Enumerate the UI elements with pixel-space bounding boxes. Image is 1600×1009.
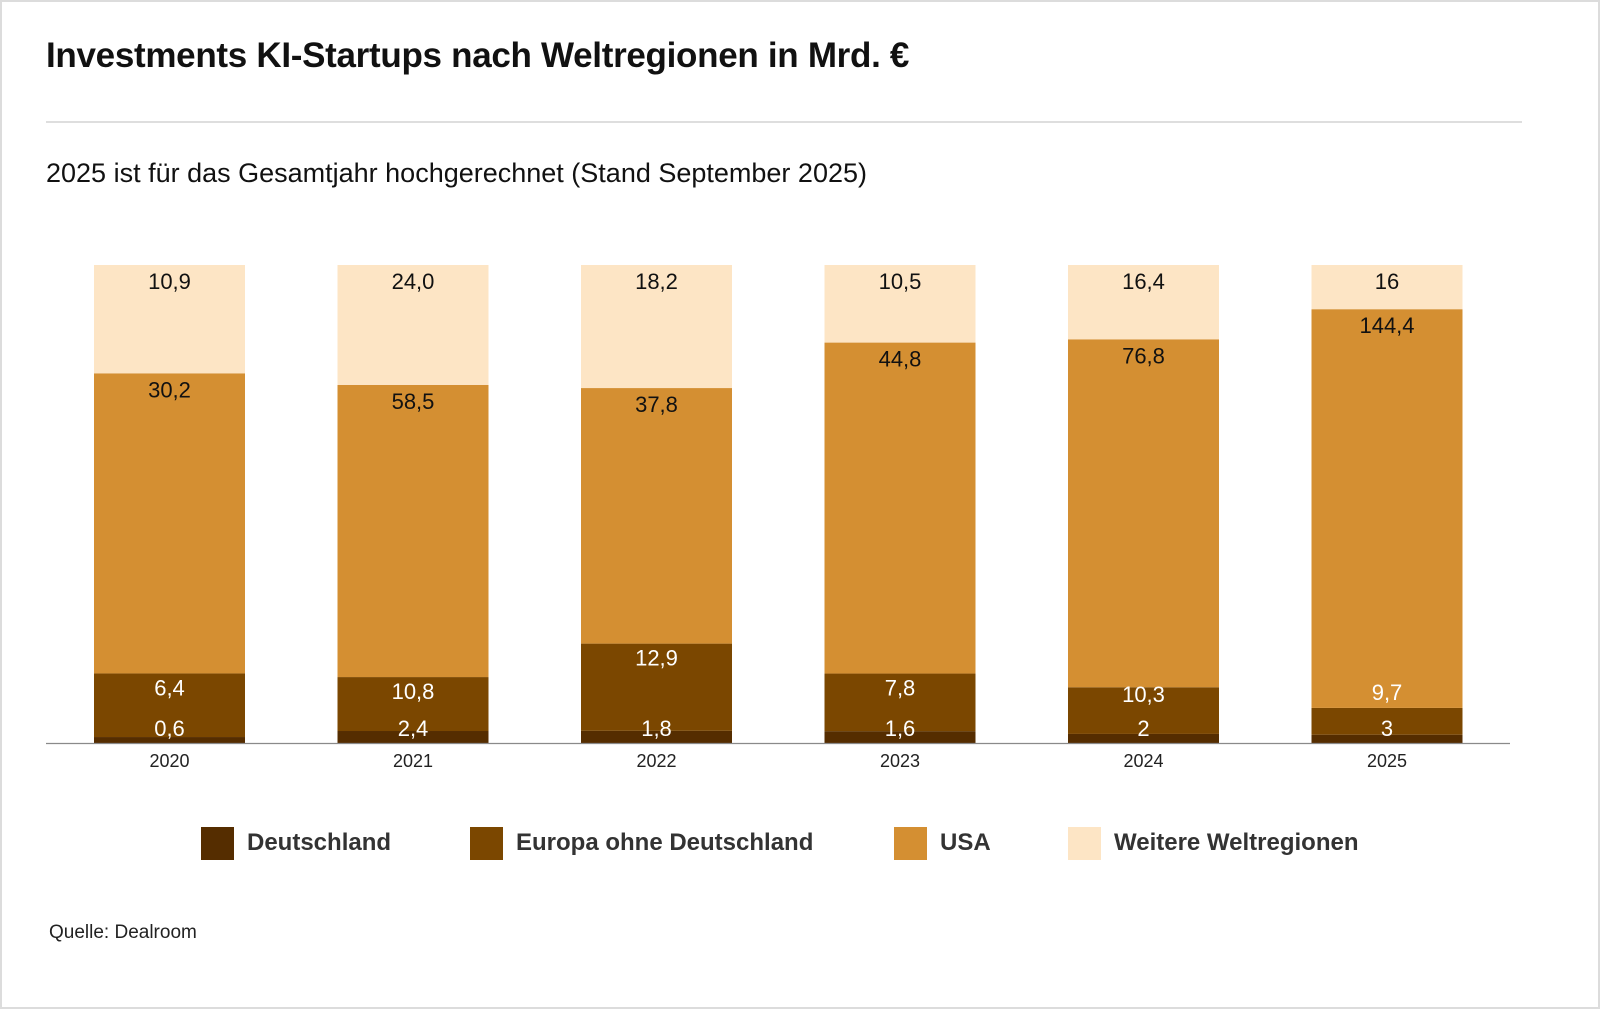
- legend-label: USA: [940, 829, 991, 856]
- bar-segment-usa-2025: [1311, 309, 1463, 708]
- legend-label: Europa ohne Deutschland: [516, 829, 814, 856]
- data-label: 24,0: [392, 269, 435, 294]
- data-label: 1,8: [641, 716, 672, 741]
- data-label: 12,9: [635, 646, 678, 671]
- legend-swatch: [201, 826, 234, 860]
- legend-item: Europa ohne Deutschland: [470, 826, 813, 860]
- chart-subtitle: 2025 ist für das Gesamtjahr hochgerechne…: [46, 158, 867, 188]
- legend-label: Deutschland: [247, 829, 392, 856]
- legend-swatch: [894, 826, 927, 860]
- data-label: 44,8: [879, 347, 922, 372]
- legend-item: Weitere Weltregionen: [1068, 826, 1359, 860]
- chart-legend: Deutschland Europa ohne Deutschland USA Wei…: [0, 826, 1600, 866]
- x-tick-label: 2023: [880, 751, 920, 771]
- x-tick-label: 2022: [636, 751, 676, 771]
- bar-segment-europa-ohne-deutschland-2022: [581, 643, 732, 731]
- bar-segment-deutschland-2020: [94, 737, 245, 743]
- legend-swatch: [1068, 826, 1101, 860]
- legend-item: USA: [894, 826, 991, 860]
- bar-segment-europa-ohne-deutschland-2025: [1311, 707, 1463, 735]
- bar-segment-deutschland-2024: [1068, 733, 1219, 743]
- x-tick-label: 2020: [149, 751, 189, 771]
- bar-segment-deutschland-2023: [824, 731, 976, 743]
- title-divider: [46, 121, 1522, 123]
- bar-segment-weitere-weltregionen-2025: [1311, 265, 1463, 310]
- data-label: 18,2: [635, 269, 678, 294]
- data-label: 2,4: [398, 716, 429, 741]
- bar-segment-europa-ohne-deutschland-2024: [1068, 687, 1219, 734]
- data-label: 16: [1375, 269, 1399, 294]
- legend-item: Deutschland: [201, 826, 391, 860]
- bar-segment-weitere-weltregionen-2020: [94, 265, 245, 374]
- data-label: 0,6: [154, 716, 185, 741]
- data-label: 10,5: [879, 269, 922, 294]
- bar-segment-usa-2024: [1068, 339, 1219, 688]
- data-label: 9,7: [1372, 680, 1403, 705]
- bar-segment-deutschland-2022: [581, 730, 732, 743]
- legend-label: Weitere Weltregionen: [1114, 829, 1359, 856]
- source-note: Quelle: Dealroom: [49, 922, 197, 943]
- data-label: 3: [1381, 716, 1393, 741]
- data-label: 1,6: [885, 716, 916, 741]
- bar-segment-europa-ohne-deutschland-2020: [94, 673, 245, 738]
- stacked-bar-chart: 0,6 6,4 30,2 10,9 2020 2,4 10,8 58,5 24,0 2021 1,8…: [46, 265, 1510, 771]
- chart-title: Investments KI-Startups nach Weltregione…: [46, 36, 910, 75]
- data-label: 144,4: [1359, 313, 1414, 338]
- legend-swatch: [470, 826, 503, 860]
- x-tick-label: 2025: [1367, 751, 1407, 771]
- data-label: 30,2: [148, 377, 191, 402]
- bar-segment-deutschland-2021: [337, 731, 489, 743]
- bar-segment-europa-ohne-deutschland-2021: [337, 677, 489, 732]
- data-label: 58,5: [392, 389, 435, 414]
- bar-segment-weitere-weltregionen-2022: [581, 265, 732, 389]
- bar-segment-usa-2020: [94, 373, 245, 674]
- x-tick-label: 2021: [393, 751, 433, 771]
- data-label: 16,4: [1122, 269, 1165, 294]
- bar-segment-deutschland-2025: [1311, 734, 1463, 743]
- bar-segment-weitere-weltregionen-2021: [337, 265, 489, 385]
- data-label: 10,8: [392, 679, 435, 704]
- bar-segment-usa-2023: [824, 342, 976, 674]
- bar-segment-usa-2022: [581, 388, 732, 644]
- bar-segment-usa-2021: [337, 384, 489, 678]
- data-label: 2: [1137, 716, 1149, 741]
- data-label: 76,8: [1122, 343, 1165, 368]
- bar-segment-europa-ohne-deutschland-2023: [824, 673, 976, 732]
- bar-segment-weitere-weltregionen-2024: [1068, 265, 1219, 340]
- x-tick-label: 2024: [1123, 751, 1163, 771]
- data-label: 10,9: [148, 269, 191, 294]
- data-label: 37,8: [635, 392, 678, 417]
- data-label: 10,3: [1122, 682, 1165, 707]
- data-label: 7,8: [885, 676, 916, 701]
- data-label: 6,4: [154, 675, 185, 700]
- bar-segment-weitere-weltregionen-2023: [824, 265, 976, 343]
